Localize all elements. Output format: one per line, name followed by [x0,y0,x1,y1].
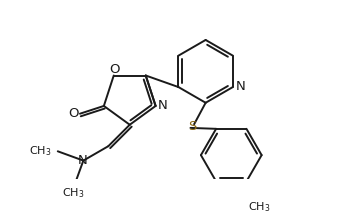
Text: O: O [109,63,120,76]
Text: CH$_3$: CH$_3$ [29,144,51,158]
Text: O: O [68,107,78,120]
Text: N: N [235,80,245,93]
Text: N: N [78,153,88,167]
Text: CH$_3$: CH$_3$ [62,186,85,200]
Text: S: S [188,120,196,133]
Text: N: N [158,99,168,112]
Text: CH$_3$: CH$_3$ [248,200,270,212]
